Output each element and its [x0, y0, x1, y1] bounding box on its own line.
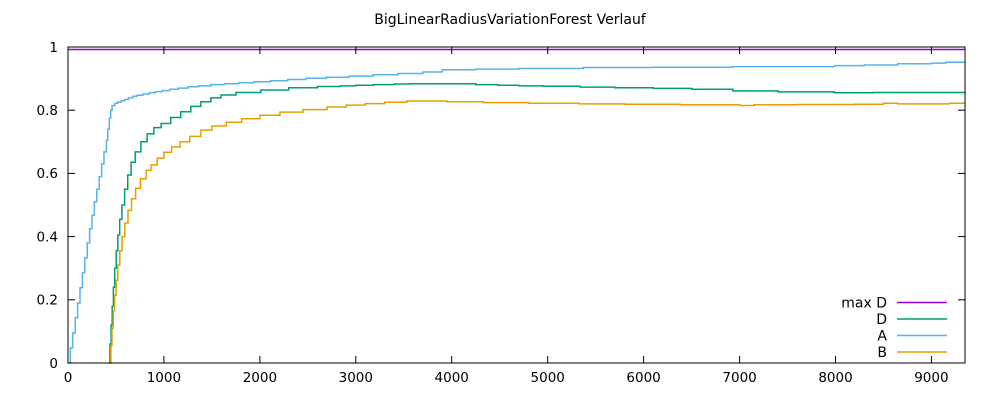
y-tick-label: 0: [49, 356, 58, 372]
series-line-A: [68, 61, 965, 364]
y-tick-label: 0.4: [37, 229, 58, 245]
x-tick-label: 2000: [243, 370, 277, 386]
x-axis: 0 1000 2000 3000 4000 5000 6000 7000 8000 9000: [64, 47, 949, 386]
x-tick-label: 3000: [339, 370, 373, 386]
x-tick-label: 0: [64, 370, 73, 386]
y-axis: 0 0.2 0.4 0.6 0.8 1: [37, 40, 965, 372]
y-tick-label: 0.2: [37, 293, 58, 309]
x-tick-label: 6000: [626, 370, 660, 386]
legend-label-B: B: [877, 345, 887, 361]
legend-label-max-D: max D: [841, 295, 887, 311]
x-tick-label: 8000: [818, 370, 852, 386]
x-tick-label: 5000: [531, 370, 565, 386]
x-tick-label: 7000: [722, 370, 756, 386]
series-lines: [68, 48, 966, 364]
plot-area: 0 1000 2000 3000 4000 5000 6000 7000 8000 9000 0 0.…: [37, 40, 966, 386]
x-tick-label: 9000: [914, 370, 948, 386]
series-line-D: [108, 82, 966, 364]
y-tick-label: 1: [49, 40, 58, 56]
chart-title: BigLinearRadiusVariationForest Verlauf: [374, 12, 647, 28]
legend-label-D: D: [876, 312, 887, 328]
plot-border: [67, 46, 966, 364]
y-tick-label: 0.8: [37, 103, 58, 119]
legend-label-A: A: [877, 328, 887, 344]
y-tick-label: 0.6: [37, 166, 58, 182]
x-tick-label: 4000: [435, 370, 469, 386]
series-line-B: [109, 100, 965, 364]
x-tick-label: 1000: [147, 370, 181, 386]
